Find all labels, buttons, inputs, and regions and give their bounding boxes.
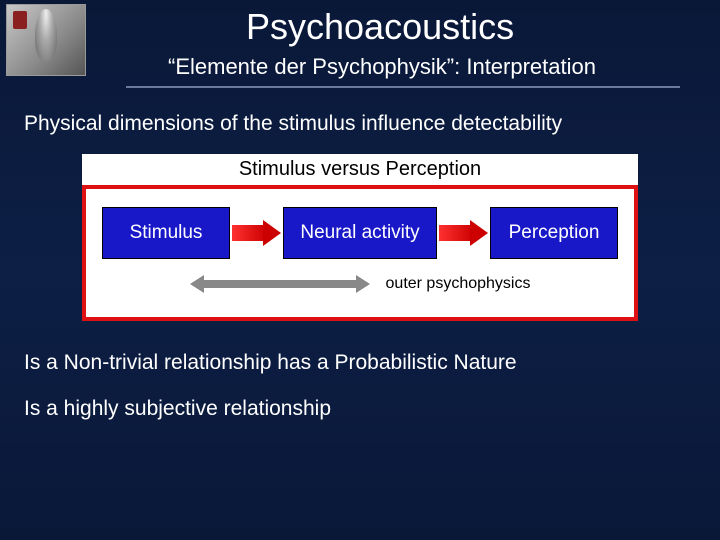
diagram-container: Stimulus versus Perception Stimulus Neur… xyxy=(82,154,638,321)
flow-node-stimulus: Stimulus xyxy=(102,207,230,259)
diagram-heading: Stimulus versus Perception xyxy=(82,154,638,185)
bullet-2: Is a highly subjective relationship xyxy=(0,375,720,421)
flow-diagram: Stimulus Neural activity Perception oute… xyxy=(82,185,638,321)
title-block: Psychoacoustics “Elemente der Psychophys… xyxy=(86,4,720,88)
arrow-right-icon xyxy=(439,220,488,246)
outer-psychophysics-label: outer psychophysics xyxy=(386,275,531,293)
slide-subtitle: “Elemente der Psychophysik”: Interpretat… xyxy=(126,48,680,88)
flow-row: Stimulus Neural activity Perception xyxy=(102,207,618,259)
header-image xyxy=(6,4,86,76)
outer-psychophysics-row: outer psychophysics xyxy=(102,275,618,293)
slide-title: Psychoacoustics xyxy=(126,4,720,48)
double-arrow-icon xyxy=(190,275,370,293)
intro-text: Physical dimensions of the stimulus infl… xyxy=(0,88,720,136)
header: Psychoacoustics “Elemente der Psychophys… xyxy=(0,0,720,88)
arrow-right-icon xyxy=(232,220,281,246)
flow-node-neural: Neural activity xyxy=(283,207,436,259)
bullet-1: Is a Non-trivial relationship has a Prob… xyxy=(0,321,720,375)
flow-node-perception: Perception xyxy=(490,207,618,259)
